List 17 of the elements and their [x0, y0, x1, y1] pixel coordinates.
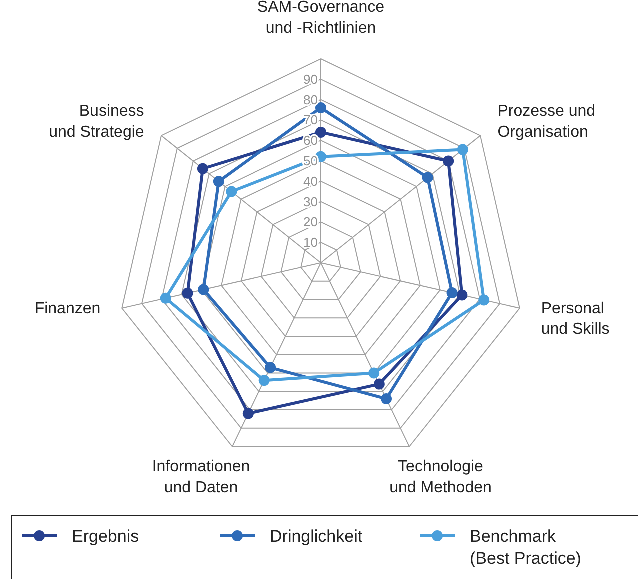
y-tick-label: 90 — [304, 72, 318, 87]
spoke-label: Informationen und Daten — [152, 458, 250, 496]
spoke-label: Technologie und Methoden — [390, 458, 492, 496]
spoke-label: SAM-Governance und -Richtlinien — [257, 0, 385, 37]
spoke-label: Prozesse und Organisation — [498, 103, 596, 141]
y-tick-label: 20 — [304, 214, 318, 230]
legend-label: Benchmark (Best Practice) — [470, 527, 582, 568]
spoke-label: Business und Strategie — [49, 103, 144, 141]
y-tick-label: 50 — [304, 154, 318, 168]
y-tick-label: 80 — [304, 92, 318, 108]
legend-label: Dringlichkeit — [270, 527, 363, 546]
spoke-label: Finanzen — [34, 300, 101, 318]
y-tick-label: 10 — [304, 235, 318, 250]
y-tick-label: 40 — [304, 174, 318, 189]
legend-label: Ergebnis — [72, 527, 140, 546]
y-tick-label: 30 — [304, 194, 318, 210]
spoke-label: Personal und Skills — [541, 300, 610, 338]
